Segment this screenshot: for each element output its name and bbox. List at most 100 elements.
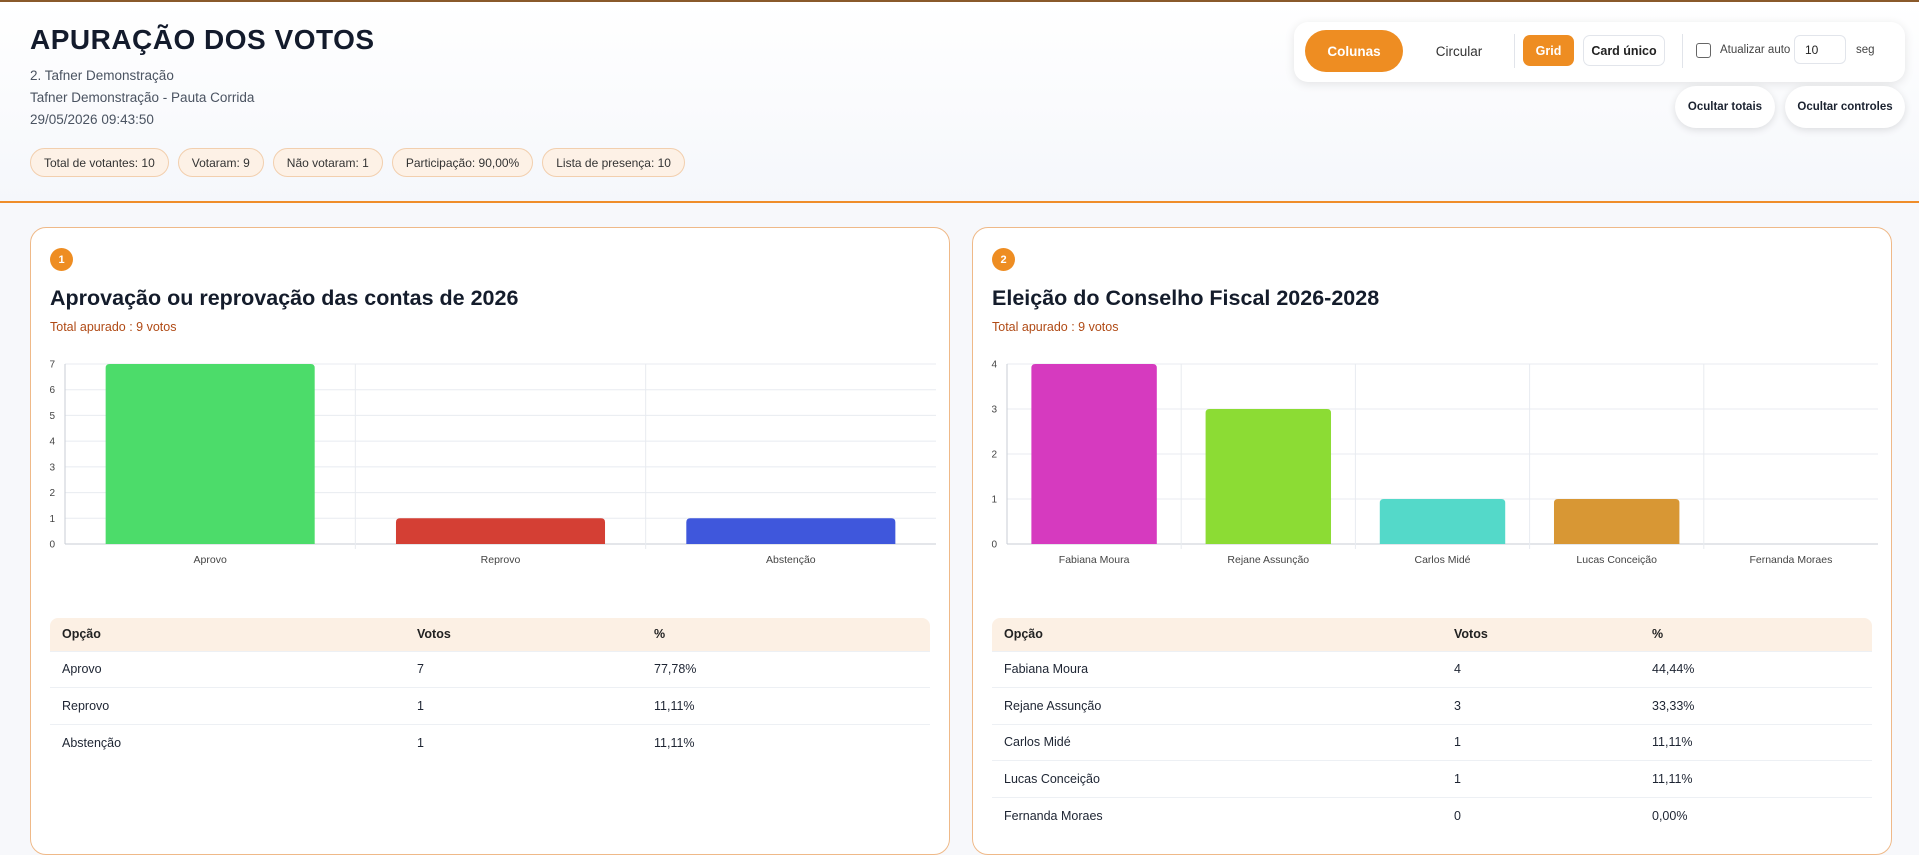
y-tick-label: 3 bbox=[49, 462, 55, 473]
x-tick-label: Carlos Midé bbox=[1414, 554, 1470, 566]
bar[interactable] bbox=[1031, 364, 1157, 544]
bar-chart: 0 1 2 3 4 Fabiana Moura Rejane Assunção Carlos … bbox=[991, 360, 1878, 566]
table-row: Abstenção 1 11,11% bbox=[50, 723, 930, 761]
cell-option: Reprovo bbox=[50, 687, 405, 724]
divider bbox=[1682, 34, 1683, 68]
y-tick-label: 0 bbox=[49, 540, 55, 551]
pill-voted: Votaram: 9 bbox=[177, 148, 264, 177]
vote-card-1: 1 Aprovação ou reprovação das contas de … bbox=[30, 227, 950, 855]
circular-button[interactable]: Circular bbox=[1435, 43, 1483, 59]
x-tick-label: Fernanda Moraes bbox=[1749, 554, 1832, 566]
x-tick-label: Reprovo bbox=[481, 554, 521, 566]
cell-votes: 4 bbox=[1442, 650, 1640, 688]
summary-pills: Total de votantes: 10 Votaram: 9 Não vot… bbox=[30, 148, 685, 177]
bar[interactable] bbox=[395, 518, 606, 544]
hide-controls-button[interactable]: Ocultar controles bbox=[1785, 86, 1905, 128]
y-tick-label: 2 bbox=[991, 450, 997, 461]
cell-votes: 1 bbox=[405, 687, 642, 724]
cell-option: Aprovo bbox=[50, 650, 405, 688]
cell-votes: 0 bbox=[1442, 796, 1640, 834]
cell-option: Lucas Conceição bbox=[992, 760, 1442, 797]
header-percent: % bbox=[654, 627, 666, 642]
card-number-badge: 2 bbox=[992, 248, 1015, 271]
cell-percent: 77,78% bbox=[642, 650, 930, 688]
bar[interactable] bbox=[105, 364, 315, 544]
y-tick-label: 1 bbox=[49, 514, 55, 525]
table-row: Aprovo 7 77,78% bbox=[50, 650, 930, 688]
y-tick-label: 0 bbox=[991, 540, 997, 551]
table-row: Fernanda Moraes 0 0,00% bbox=[992, 796, 1872, 834]
table-row: Lucas Conceição 1 11,11% bbox=[992, 760, 1872, 797]
x-tick-label: Lucas Conceição bbox=[1576, 554, 1657, 566]
cell-percent: 33,33% bbox=[1640, 687, 1872, 724]
cell-percent: 11,11% bbox=[642, 687, 930, 724]
x-tick-label: Fabiana Moura bbox=[1059, 554, 1130, 566]
cell-option: Rejane Assunção bbox=[992, 687, 1442, 724]
grid-button[interactable]: Grid bbox=[1523, 35, 1574, 66]
header-option: Opção bbox=[1004, 627, 1043, 642]
results-table: Opção Votos % Aprovo 7 77,78% Reprovo 1 … bbox=[50, 618, 930, 761]
cell-votes: 1 bbox=[1442, 723, 1640, 761]
cell-option: Carlos Midé bbox=[992, 723, 1442, 761]
total-count: Total apurado : 9 votos bbox=[992, 320, 1119, 334]
table-header-row: Opção Votos % bbox=[50, 618, 930, 651]
y-tick-label: 2 bbox=[49, 488, 55, 499]
cell-votes: 1 bbox=[1442, 760, 1640, 797]
pill-participation: Participação: 90,00% bbox=[391, 148, 534, 177]
timestamp: 29/05/2026 09:43:50 bbox=[30, 112, 154, 127]
bar[interactable] bbox=[686, 518, 896, 544]
view-controls: Colunas Circular Grid Card único Atualiz… bbox=[1294, 22, 1905, 82]
cell-percent: 44,44% bbox=[1640, 650, 1872, 688]
y-tick-label: 4 bbox=[991, 360, 997, 371]
y-tick-label: 1 bbox=[991, 495, 997, 506]
y-tick-label: 6 bbox=[49, 385, 55, 396]
y-tick-label: 4 bbox=[49, 437, 55, 448]
auto-refresh-label: Atualizar auto bbox=[1720, 44, 1791, 56]
header-votes: Votos bbox=[1454, 627, 1488, 642]
cell-percent: 11,11% bbox=[1640, 723, 1872, 761]
seconds-label: seg bbox=[1856, 44, 1875, 56]
header-option: Opção bbox=[62, 627, 101, 642]
page-title: APURAÇÃO DOS VOTOS bbox=[30, 24, 375, 55]
agenda-name: Tafner Demonstração - Pauta Corrida bbox=[30, 90, 255, 105]
bar[interactable] bbox=[1553, 499, 1680, 544]
pill-total-voters: Total de votantes: 10 bbox=[30, 148, 169, 177]
bar[interactable] bbox=[1379, 499, 1506, 544]
x-tick-label: Abstenção bbox=[766, 554, 816, 566]
y-tick-label: 7 bbox=[49, 360, 55, 371]
cell-percent: 11,11% bbox=[642, 723, 930, 761]
cell-votes: 7 bbox=[405, 650, 642, 688]
single-card-button[interactable]: Card único bbox=[1583, 35, 1665, 66]
auto-refresh-checkbox[interactable] bbox=[1696, 43, 1711, 58]
table-row: Carlos Midé 1 11,11% bbox=[992, 723, 1872, 761]
y-tick-label: 5 bbox=[49, 411, 55, 422]
cell-option: Abstenção bbox=[50, 723, 405, 761]
table-row: Fabiana Moura 4 44,44% bbox=[992, 650, 1872, 688]
divider bbox=[1514, 34, 1515, 68]
columns-button[interactable]: Colunas bbox=[1305, 30, 1403, 72]
card-title: Aprovação ou reprovação das contas de 20… bbox=[50, 286, 519, 310]
total-count: Total apurado : 9 votos bbox=[50, 320, 177, 334]
header-percent: % bbox=[1652, 627, 1664, 642]
x-tick-label: Rejane Assunção bbox=[1227, 554, 1309, 566]
table-row: Reprovo 1 11,11% bbox=[50, 687, 930, 724]
cell-option: Fernanda Moraes bbox=[992, 796, 1442, 834]
x-tick-label: Aprovo bbox=[194, 554, 227, 566]
assembly-name: 2. Tafner Demonstração bbox=[30, 68, 174, 83]
bar-chart: 0 1 2 3 4 5 6 7 Aprovo Reprovo Abstenção bbox=[49, 360, 936, 566]
table-row: Rejane Assunção 3 33,33% bbox=[992, 687, 1872, 724]
pill-attendance: Lista de presença: 10 bbox=[542, 148, 685, 177]
pill-not-voted: Não votaram: 1 bbox=[272, 148, 383, 177]
bar[interactable] bbox=[1205, 409, 1332, 544]
hide-totals-button[interactable]: Ocultar totais bbox=[1675, 86, 1775, 128]
card-title: Eleição do Conselho Fiscal 2026-2028 bbox=[992, 286, 1380, 310]
header-votes: Votos bbox=[417, 627, 451, 642]
cell-percent: 11,11% bbox=[1640, 760, 1872, 797]
refresh-interval-input[interactable] bbox=[1794, 35, 1846, 64]
cell-percent: 0,00% bbox=[1640, 796, 1872, 834]
results-table: Opção Votos % Fabiana Moura 4 44,44% Rej… bbox=[992, 618, 1872, 834]
cell-votes: 1 bbox=[405, 723, 642, 761]
vote-card-2: 2 Eleição do Conselho Fiscal 2026-2028 T… bbox=[972, 227, 1892, 855]
table-header-row: Opção Votos % bbox=[992, 618, 1872, 651]
y-tick-label: 3 bbox=[991, 405, 997, 416]
